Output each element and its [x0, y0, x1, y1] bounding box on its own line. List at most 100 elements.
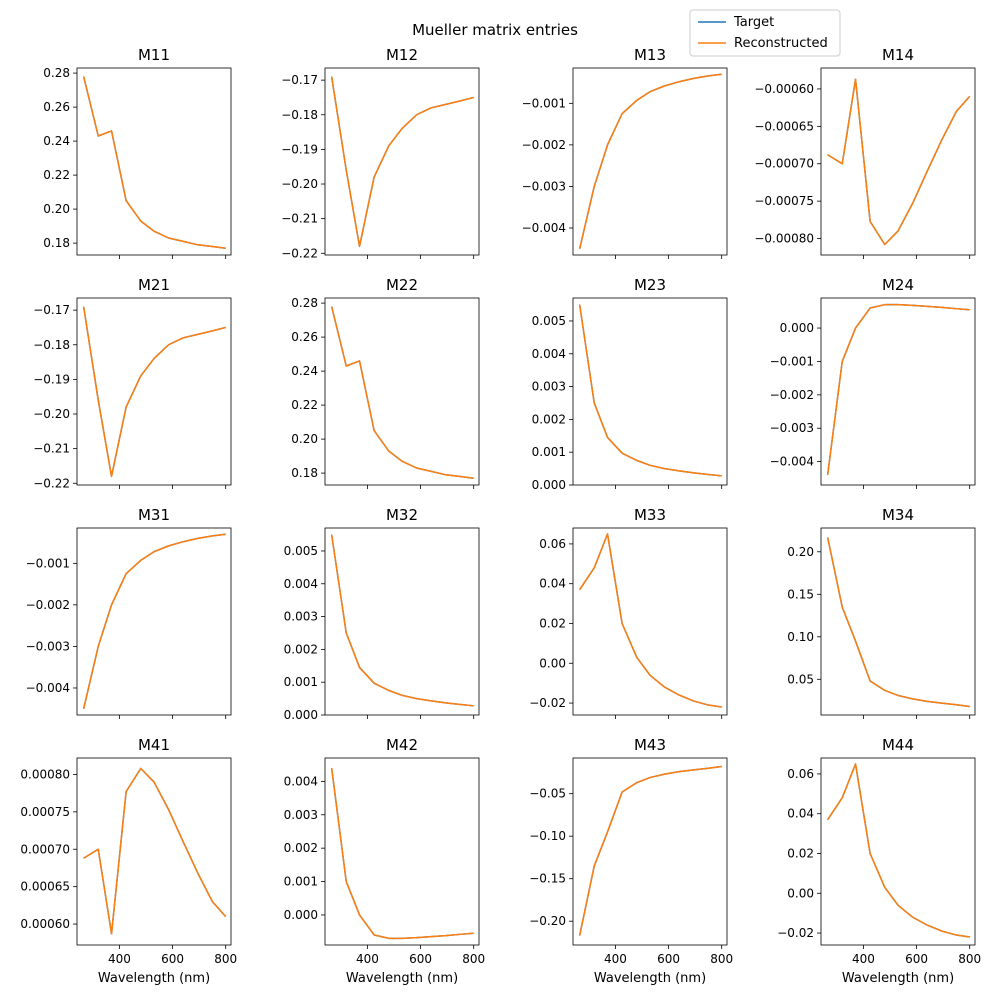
y-tick-label: 0.004: [284, 577, 318, 591]
x-tick-label: 400: [852, 952, 875, 966]
y-tick-label: 0.002: [284, 642, 318, 656]
y-tick-label: 0.22: [291, 398, 318, 412]
y-tick-label: 0.00060: [20, 917, 70, 931]
axes-frame: [572, 297, 728, 486]
y-tick-label: −0.18: [33, 338, 70, 352]
y-tick-label: 0.20: [43, 202, 70, 216]
x-tick-label: 800: [710, 952, 733, 966]
y-tick-label: −0.10: [529, 829, 566, 843]
axes-frame: [76, 297, 232, 486]
panel-m41: M41 0.00060 0.00065 0.00070 0.00075 0.00080 40…: [20, 736, 237, 986]
y-tick-label: −0.19: [33, 372, 70, 386]
y-tick-label: 0.000: [780, 321, 814, 335]
y-tick-label: −0.02: [529, 696, 566, 710]
y-tick-label: −0.19: [281, 142, 318, 156]
series-line-reconstructed-m43: [578, 765, 722, 936]
x-tick-label: 600: [161, 952, 184, 966]
y-tick-label: 0.005: [284, 544, 318, 558]
y-tick-label: −0.21: [33, 442, 70, 456]
series-line-reconstructed-m24: [826, 303, 970, 476]
y-tick-label: −0.20: [529, 914, 566, 928]
y-tick-label: 0.00075: [20, 805, 70, 819]
y-tick-label: −0.22: [33, 476, 70, 490]
y-tick-label: 0.000: [284, 908, 318, 922]
y-tick-label: −0.002: [26, 598, 70, 612]
y-tick-label: 0.15: [787, 587, 814, 601]
x-tick-label: 400: [604, 952, 627, 966]
y-tick-label: 0.003: [284, 610, 318, 624]
axes-frame: [76, 67, 232, 256]
axes-frame: [572, 527, 728, 716]
y-tick-label: −0.003: [522, 179, 566, 193]
figure-suptitle: Mueller matrix entries: [412, 21, 578, 39]
series-line-reconstructed-m33: [579, 533, 722, 708]
y-tick-label: 0.02: [787, 846, 814, 860]
y-tick-label: −0.05: [529, 787, 566, 801]
legend: Target Reconstructed: [689, 9, 841, 57]
panel-title-m24: M24: [882, 276, 914, 294]
x-axis-label: Wavelength (nm): [346, 971, 458, 986]
axes-frame: [820, 67, 976, 256]
legend-label-target: Target: [733, 15, 774, 30]
axes-frame: [572, 757, 728, 946]
y-tick-label: 0.003: [532, 380, 566, 394]
panel-m31: M31 −0.004 −0.003 −0.002 −0.001: [26, 506, 232, 719]
y-tick-label: 0.20: [787, 545, 814, 559]
y-tick-label: −0.00075: [754, 194, 814, 208]
panel-m43: M43 −0.20 −0.15 −0.10 −0.05 400 600 800 Waveleng…: [529, 736, 733, 986]
y-tick-label: 0.04: [787, 807, 814, 821]
x-tick-label: 600: [657, 952, 680, 966]
y-tick-label: 0.06: [787, 767, 814, 781]
series-line-reconstructed-m23: [578, 304, 722, 477]
y-tick-label: 0.001: [532, 445, 566, 459]
y-tick-label: −0.003: [770, 421, 814, 435]
y-tick-label: −0.001: [770, 354, 814, 368]
series-line-reconstructed-m31: [82, 533, 226, 709]
panel-title-m43: M43: [634, 736, 666, 754]
series-line-reconstructed-m11: [82, 76, 226, 249]
y-tick-label: −0.004: [522, 221, 566, 235]
y-tick-label: −0.20: [281, 177, 318, 191]
y-tick-label: 0.28: [43, 66, 70, 80]
axes-frame: [324, 757, 480, 946]
y-tick-label: 0.24: [43, 134, 70, 148]
series-line-reconstructed-m13: [578, 73, 722, 249]
panel-m24: M24 −0.004 −0.003 −0.002 −0.001 0.000: [770, 276, 976, 489]
y-tick-label: −0.17: [33, 303, 70, 317]
panel-title-m42: M42: [386, 736, 418, 754]
series-line-reconstructed-m21: [82, 306, 226, 478]
y-tick-label: 0.20: [291, 432, 318, 446]
axes-frame: [324, 297, 480, 486]
axes-frame: [324, 67, 480, 256]
y-tick-label: 0.28: [291, 296, 318, 310]
y-tick-label: 0.18: [291, 466, 318, 480]
legend-box: [689, 9, 841, 57]
y-tick-label: 0.00080: [20, 767, 70, 781]
series-line-reconstructed-m34: [826, 537, 970, 708]
y-tick-label: −0.001: [522, 96, 566, 110]
y-tick-label: 0.06: [539, 537, 566, 551]
panel-m11: M11 0.18 0.20 0.22 0.24 0.26 0.28: [43, 46, 232, 259]
x-axis-label: Wavelength (nm): [594, 971, 706, 986]
panel-title-m13: M13: [634, 46, 666, 64]
panel-title-m11: M11: [138, 46, 170, 64]
y-tick-label: −0.18: [281, 108, 318, 122]
panel-title-m21: M21: [138, 276, 170, 294]
axes-frame: [820, 757, 976, 946]
panel-title-m44: M44: [882, 736, 914, 754]
panel-m14: M14 −0.00080 −0.00075 −0.00070 −0.00065 −0.00…: [754, 46, 976, 259]
panel-title-m41: M41: [138, 736, 170, 754]
y-tick-label: −0.00065: [754, 119, 814, 133]
y-tick-label: 0.004: [532, 347, 566, 361]
panel-m42: M42 0.000 0.001 0.002 0.003 0.004 400 600 800 Wav…: [284, 736, 486, 986]
x-axis-label: Wavelength (nm): [98, 971, 210, 986]
panel-title-m33: M33: [634, 506, 666, 524]
y-tick-label: 0.18: [43, 236, 70, 250]
y-tick-label: −0.002: [770, 388, 814, 402]
y-tick-label: −0.00080: [754, 232, 814, 246]
y-tick-label: 0.001: [284, 875, 318, 889]
y-tick-label: −0.17: [281, 73, 318, 87]
panel-title-m23: M23: [634, 276, 666, 294]
